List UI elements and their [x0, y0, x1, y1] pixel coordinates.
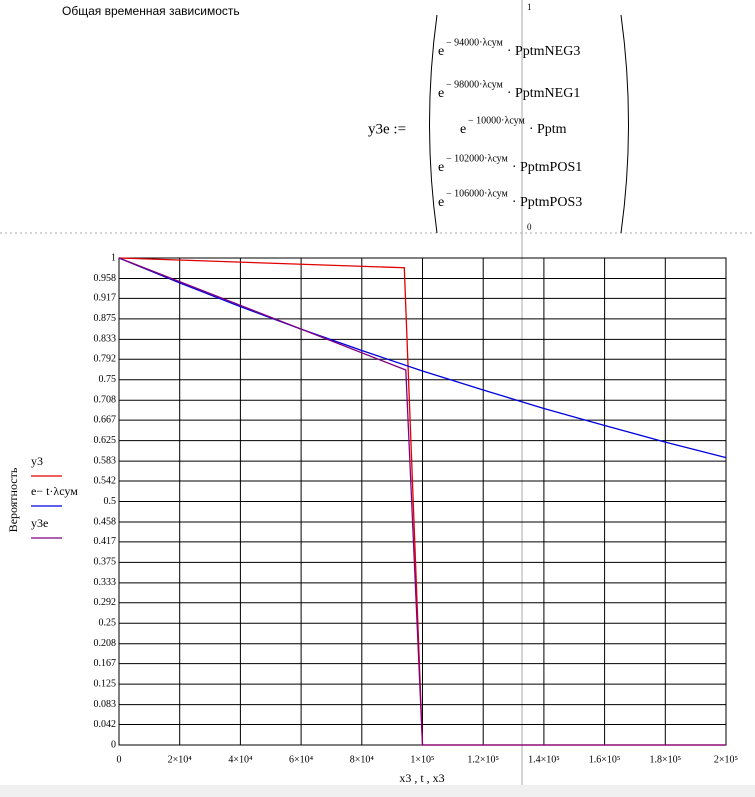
y-tick-label: 0.25 [99, 618, 117, 629]
y-tick-label: 0.167 [94, 658, 117, 669]
y-tick-label: 0.083 [94, 699, 117, 710]
legend-label: y3e [31, 516, 48, 530]
y-tick-label: 0.875 [94, 313, 117, 324]
y-tick-label: 0.833 [94, 334, 117, 345]
exp-base: e [438, 86, 444, 101]
x-axis-label: x3 , t , x3 [399, 771, 444, 785]
legend-label: y3 [31, 454, 43, 468]
y-tick-label: 0.542 [94, 475, 117, 486]
y-axis-label: Вероятность [6, 467, 20, 532]
exp-factor: · PptmNEG3 [507, 44, 581, 59]
y-tick-label: 0.292 [94, 597, 117, 608]
index-bottom: 0 [527, 222, 532, 232]
x-tick-label: 8×10⁴ [350, 754, 375, 765]
formula-lhs: y3e := [368, 121, 406, 137]
y-tick-label: 0.375 [94, 557, 117, 568]
header-title: Общая временная зависимость [62, 4, 240, 18]
exp-base: e [438, 195, 444, 210]
y-tick-label: 0.792 [94, 354, 117, 365]
exp-base: e [438, 160, 444, 175]
x-tick-label: 1.4×10⁵ [528, 754, 560, 765]
y-tick-label: 0.708 [94, 395, 117, 406]
series-line [118, 257, 726, 746]
x-tick-label: 0 [117, 754, 122, 765]
x-tick-label: 2×10⁵ [714, 754, 738, 765]
y-tick-label: 0.75 [99, 374, 117, 385]
y-tick-label: 0.958 [94, 273, 117, 284]
x-tick-label: 1.8×10⁵ [649, 754, 681, 765]
y-tick-label: 0.5 [104, 496, 117, 507]
y-tick-label: 0.417 [94, 536, 117, 547]
y-tick-label: 0.125 [94, 678, 117, 689]
status-strip [0, 785, 755, 797]
y-tick-label: 0.667 [94, 414, 117, 425]
x-tick-label: 1.2×10⁵ [467, 754, 499, 765]
exp-power: − 10000·λсум [468, 115, 525, 126]
exp-factor: · PptmNEG1 [507, 86, 581, 101]
x-tick-label: 2×10⁴ [168, 754, 193, 765]
series-line [118, 257, 727, 459]
exp-power: − 106000·λсум [446, 188, 508, 199]
y-tick-label: 0.208 [94, 638, 117, 649]
x-tick-label: 1×10⁵ [410, 754, 434, 765]
y-tick-label: 0.458 [94, 516, 117, 527]
x-tick-label: 1.6×10⁵ [589, 754, 621, 765]
exp-base: e [460, 122, 466, 137]
exp-power: − 94000·λсум [446, 37, 503, 48]
exp-power: − 102000·λсум [446, 153, 508, 164]
y-tick-label: 0 [111, 739, 116, 750]
x-tick-label: 6×10⁴ [289, 754, 314, 765]
y-tick-label: 1 [111, 252, 116, 263]
y-tick-label: 0.042 [94, 719, 117, 730]
left-paren [429, 14, 438, 234]
legend-label: e− t·λсум [31, 484, 78, 498]
y-tick-label: 0.625 [94, 435, 117, 446]
exp-power: − 98000·λсум [446, 79, 503, 90]
exp-factor: · PptmPOS3 [512, 195, 582, 210]
exp-factor: · Pptm [529, 122, 567, 137]
right-paren [620, 14, 629, 234]
exp-factor: · PptmPOS1 [512, 160, 582, 175]
y-tick-label: 0.333 [94, 577, 117, 588]
y-tick-label: 0.917 [94, 293, 117, 304]
x-tick-label: 4×10⁴ [228, 754, 253, 765]
y-tick-label: 0.583 [94, 455, 117, 466]
index-top: 1 [527, 2, 532, 12]
exp-base: e [438, 44, 444, 59]
